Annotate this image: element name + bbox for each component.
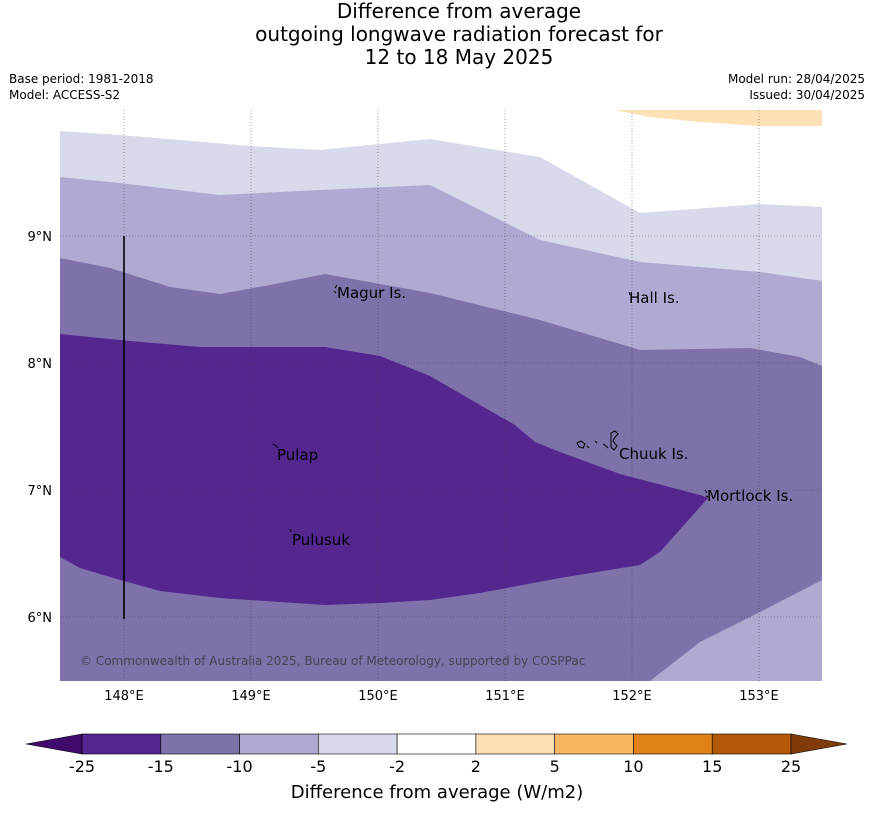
lat-label-7n: 7°N [28, 484, 53, 499]
colorbar-tick-label: 2 [471, 757, 481, 776]
copyright-text: © Commonwealth of Australia 2025, Bureau… [80, 654, 585, 668]
lon-label-151e: 151°E [485, 689, 525, 704]
colorbar-tick-label: -5 [310, 757, 326, 776]
lon-label-150e: 150°E [358, 689, 398, 704]
lat-label-6n: 6°N [28, 611, 53, 626]
band-2-to-5 [615, 110, 822, 126]
colorbar-segment-7 [633, 733, 713, 755]
colorbar-extend-high [790, 733, 848, 755]
place-label-magur: Magur Is. [337, 284, 406, 302]
title-line-2: outgoing longwave radiation forecast for [255, 22, 663, 46]
pulap-island-shape [272, 443, 279, 449]
model-run-text: Model run: 28/04/2025 [727, 72, 865, 86]
colorbar-tick-label: 10 [623, 757, 643, 776]
colorbar-segment-5 [475, 733, 555, 755]
lon-label-152e: 152°E [612, 689, 652, 704]
colorbar-segment-3 [318, 733, 398, 755]
colorbar-title: Difference from average (W/m2) [291, 782, 583, 803]
colorbar-segment-0 [81, 733, 162, 755]
lon-label-153e: 153°E [739, 689, 779, 704]
band-minus-15-to-minus-25 [60, 334, 708, 605]
pulusuk-island-shape [289, 528, 292, 533]
place-label-mortlock: Mortlock Is. [707, 487, 793, 505]
latitude-axis: 9°N 8°N 7°N 6°N [28, 230, 53, 626]
meta-right: Model run: 28/04/2025 Issued: 30/04/2025 [728, 71, 865, 103]
colorbar-tick-label: -2 [389, 757, 405, 776]
contour-fill-group [60, 110, 822, 681]
title-line-3: 12 to 18 May 2025 [364, 45, 554, 69]
title-line-1: Difference from average [336, 0, 582, 23]
longitude-axis: 148°E 149°E 150°E 151°E 152°E 153°E [104, 689, 779, 704]
lon-label-148e: 148°E [104, 689, 144, 704]
colorbar-segment-1 [160, 733, 240, 755]
meta-left: Base period: 1981-2018 Model: ACCESS-S2 [9, 71, 154, 103]
colorbar-tick-label: 25 [781, 757, 801, 776]
colorbar-segment-2 [239, 733, 319, 755]
place-label-hall: Hall Is. [629, 289, 680, 307]
mortlock-islands-shape [704, 489, 709, 498]
colorbar-segment-8 [711, 733, 792, 755]
lat-label-9n: 9°N [28, 230, 53, 245]
place-label-pulap: Pulap [277, 446, 318, 464]
colorbar-extend-low [25, 733, 83, 755]
magur-island-shape [333, 284, 338, 294]
lon-label-149e: 149°E [231, 689, 271, 704]
lat-label-8n: 8°N [28, 357, 53, 372]
issued-text: Issued: 30/04/2025 [749, 88, 865, 102]
base-period-text: Base period: 1981-2018 [9, 72, 154, 86]
colorbar-segment-6 [554, 733, 634, 755]
colorbar-tick-label: -10 [226, 757, 252, 776]
chart-title: Difference from average outgoing longwav… [0, 0, 873, 69]
chuuk-islands-shape [576, 430, 619, 451]
colorbar-tick-label: -15 [148, 757, 174, 776]
colorbar-segment-4 [396, 733, 477, 755]
place-label-pulusuk: Pulusuk [292, 531, 350, 549]
colorbar-tick-label: 15 [702, 757, 722, 776]
islands [272, 284, 709, 533]
model-text: Model: ACCESS-S2 [9, 88, 121, 102]
colorbar: -25 -15 -10 -5 -2 2 5 10 15 25 [25, 733, 848, 776]
place-label-chuuk: Chuuk Is. [619, 445, 688, 463]
colorbar-tick-label: 5 [550, 757, 560, 776]
colorbar-tick-label: -25 [69, 757, 95, 776]
hall-island-shape [628, 291, 631, 296]
